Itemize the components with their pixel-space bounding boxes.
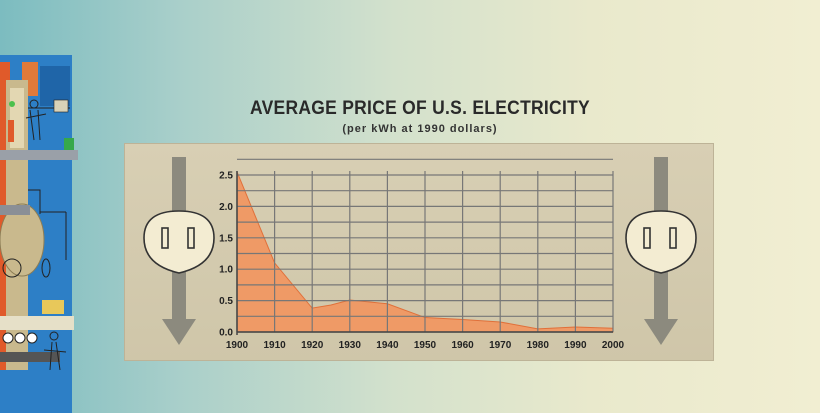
x-tick-label: 1920 — [301, 340, 324, 351]
outlet-right-icon — [625, 210, 697, 274]
chart-title: AVERAGE PRICE OF U.S. ELECTRICITY — [250, 98, 590, 119]
x-tick-label: 1970 — [489, 340, 512, 351]
x-tick-label: 1980 — [527, 340, 550, 351]
y-tick-label: 0.0 — [219, 328, 233, 339]
x-tick-label: 1990 — [564, 340, 587, 351]
x-tick-label: 1950 — [414, 340, 437, 351]
y-tick-label: 1.0 — [219, 265, 233, 276]
x-tick-label: 1900 — [226, 340, 249, 351]
price-area-chart: 0.0 0.5 1.0 1.5 2.0 2.5 1900 1910 1920 1930 1940 19… — [143, 157, 697, 351]
chart-panel: 0.0 0.5 1.0 1.5 2.0 2.5 1900 1910 1920 1930 1940 19… — [124, 143, 714, 361]
y-tick-label: 1.5 — [219, 233, 233, 244]
x-tick-label: 2000 — [602, 340, 625, 351]
y-tick-label: 2.0 — [219, 202, 233, 213]
outlet-left-icon — [143, 210, 215, 274]
x-tick-label: 1910 — [263, 340, 286, 351]
y-tick-label: 0.5 — [219, 296, 233, 307]
machine-illustration-icon — [0, 55, 78, 413]
y-tick-label: 2.5 — [219, 171, 233, 182]
chart-subtitle: (per kWh at 1990 dollars) — [342, 123, 498, 135]
x-tick-label: 1930 — [339, 340, 362, 351]
x-tick-label: 1960 — [451, 340, 474, 351]
x-tick-label: 1940 — [376, 340, 399, 351]
